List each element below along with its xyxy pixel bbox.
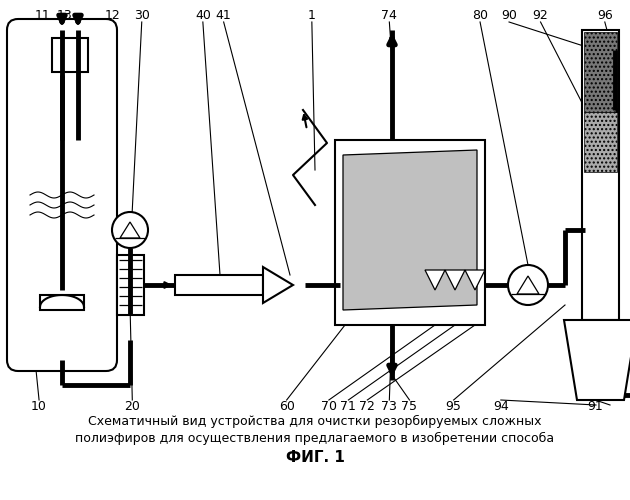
Text: 70: 70 [321,400,337,413]
Polygon shape [40,295,84,310]
Text: 40: 40 [195,9,211,22]
Text: 95: 95 [445,400,462,413]
Text: 92: 92 [532,9,548,22]
Text: 74: 74 [381,9,398,22]
Bar [584,32,617,112]
Text: 10: 10 [31,400,47,413]
Polygon shape [343,150,477,310]
Polygon shape [465,270,485,290]
Bar [335,140,485,325]
Polygon shape [564,320,630,400]
FancyBboxPatch shape [7,19,117,371]
Text: 91: 91 [587,400,604,413]
Bar [584,112,617,172]
Bar [582,30,619,320]
Text: 80: 80 [472,9,488,22]
Bar [175,275,263,295]
Text: 72: 72 [359,400,375,413]
Circle shape [508,265,548,305]
Text: 1: 1 [308,9,316,22]
Polygon shape [263,267,293,303]
Text: 71: 71 [340,400,357,413]
Text: 41: 41 [215,9,231,22]
Text: 94: 94 [493,400,509,413]
Polygon shape [445,270,465,290]
Bar [117,255,144,315]
Circle shape [112,212,148,248]
Text: ФИГ. 1: ФИГ. 1 [285,450,345,465]
Polygon shape [425,270,445,290]
Text: 73: 73 [381,400,398,413]
Text: 30: 30 [134,9,150,22]
Text: 11: 11 [35,9,50,22]
Text: 13: 13 [57,9,73,22]
Text: 60: 60 [278,400,295,413]
Text: 75: 75 [401,400,418,413]
Text: Схематичный вид устройства для очистки резорбируемых сложных: Схематичный вид устройства для очистки р… [88,415,542,428]
Text: 96: 96 [597,9,612,22]
Text: 90: 90 [501,9,517,22]
Text: 12: 12 [105,9,120,22]
Text: полиэфиров для осуществления предлагаемого в изобретении способа: полиэфиров для осуществления предлагаемо… [76,432,554,445]
Bar [52,38,88,72]
Text: 20: 20 [124,400,140,413]
